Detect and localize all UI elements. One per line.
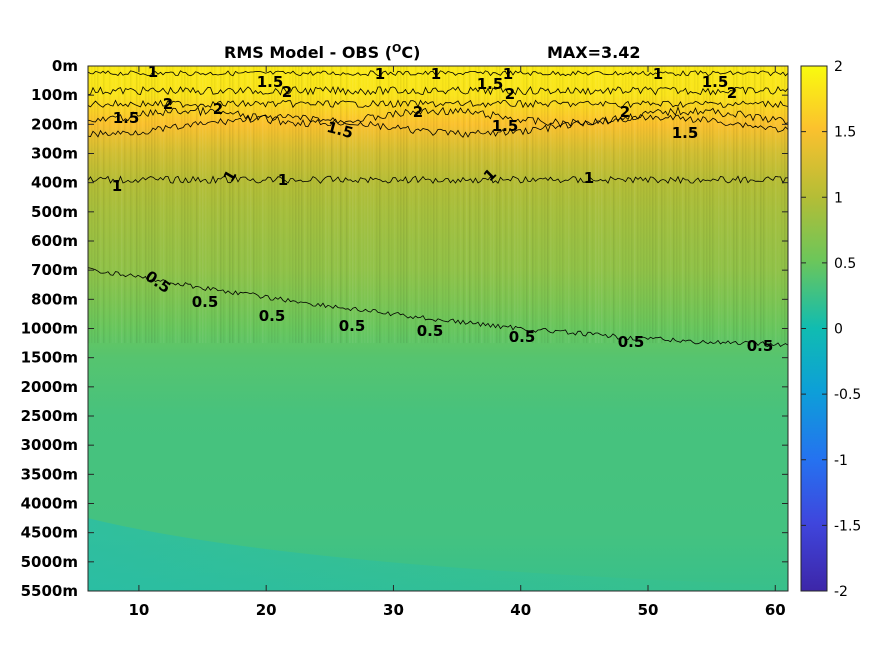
contour-label: 0.5 xyxy=(192,293,219,311)
colorbar-tick-label: 1 xyxy=(834,190,843,206)
contour-line-2-lower xyxy=(88,106,788,128)
contour-label: 1.5 xyxy=(477,75,504,93)
contour-label: 2 xyxy=(505,85,515,103)
y-tick-label: 3500m xyxy=(21,465,78,483)
y-tick-label: 3000m xyxy=(21,436,78,454)
colorbar-tick-label: 0 xyxy=(834,322,843,338)
contour-label: 0.5 xyxy=(259,307,286,325)
y-tick-label: 700m xyxy=(31,261,78,279)
y-tick-label: 600m xyxy=(31,232,78,250)
y-tick-label: 100m xyxy=(31,86,78,104)
colorbar-tick-label: 0.5 xyxy=(834,256,856,272)
contour-line-1.5-upper xyxy=(88,85,788,96)
y-tick-label: 400m xyxy=(31,174,78,192)
chart-title: RMS Model - OBS (OC) xyxy=(224,42,420,62)
y-tick-label: 500m xyxy=(31,203,78,221)
contour-label: 1 xyxy=(278,171,288,189)
heatmap-deep-region xyxy=(88,518,788,591)
contour-label: 1 xyxy=(503,65,513,83)
y-tick-label: 0m xyxy=(52,57,78,75)
contour-label: 1.5 xyxy=(672,124,699,142)
y-tick-label: 2000m xyxy=(21,378,78,396)
contour-line-2-upper xyxy=(88,99,788,109)
y-tick-label: 1000m xyxy=(21,320,78,338)
heatmap-texture xyxy=(88,66,786,344)
colorbar-tick-label: -1.5 xyxy=(834,518,861,534)
contour-label: 0.5 xyxy=(339,317,366,335)
contour-label: 1 xyxy=(375,65,385,83)
contour-label: 1.5 xyxy=(113,109,140,127)
x-tick-label: 40 xyxy=(510,601,531,619)
contour-label: 0.5 xyxy=(509,328,536,346)
max-label: MAX=3.42 xyxy=(547,43,641,62)
contour-line-1-surface xyxy=(88,70,788,77)
contour-label: 1 xyxy=(653,65,663,83)
colorbar-tick-label: -1 xyxy=(834,453,848,469)
contour-label: 1 xyxy=(112,177,122,195)
colorbar-tick-label: -0.5 xyxy=(834,387,861,403)
x-tick-label: 50 xyxy=(638,601,659,619)
contour-label: 1 xyxy=(431,65,441,83)
x-tick-label: 30 xyxy=(383,601,404,619)
x-axis: 10 20 30 40 50 60 xyxy=(128,66,786,619)
colorbar-tick-label: 2 xyxy=(834,59,843,75)
y-tick-label: 2500m xyxy=(21,407,78,425)
contour-label: 1.5 xyxy=(492,117,519,135)
contour-lines xyxy=(88,70,788,347)
colorbar-ticks: 2 1.5 1 0.5 0 -0.5 -1 -1.5 -2 xyxy=(801,59,861,600)
x-tick-label: 60 xyxy=(765,601,786,619)
contour-label: 1 xyxy=(584,169,594,187)
contour-label: 2 xyxy=(163,95,173,113)
contour-label: 2 xyxy=(213,100,223,118)
contour-label: 0.5 xyxy=(417,322,444,340)
y-tick-label: 800m xyxy=(31,290,78,308)
heatmap-field xyxy=(88,66,788,591)
contour-label: 2 xyxy=(282,83,292,101)
contour-label: 0.5 xyxy=(618,333,645,351)
contour-line-1 xyxy=(88,175,788,184)
contour-label: 2 xyxy=(413,103,423,121)
contour-label: 1.5 xyxy=(702,73,729,91)
y-tick-label: 5500m xyxy=(21,582,78,600)
contour-line-0.5 xyxy=(88,267,788,347)
contour-label: 1.5 xyxy=(257,73,284,91)
y-axis: 0m 100m 200m 300m 400m 500m 600m 700m 800m 1000m 1… xyxy=(21,57,788,600)
colorbar-tick-label: -2 xyxy=(834,584,848,600)
contour-label: 0.5 xyxy=(747,337,774,355)
x-tick-label: 10 xyxy=(128,601,149,619)
contour-label: 2 xyxy=(727,84,737,102)
colorbar-tick-label: 1.5 xyxy=(834,125,856,141)
y-tick-label: 4000m xyxy=(21,495,78,513)
y-tick-label: 4500m xyxy=(21,524,78,542)
y-tick-label: 200m xyxy=(31,115,78,133)
y-tick-label: 5000m xyxy=(21,553,78,571)
contour-label: 2 xyxy=(620,103,630,121)
contour-line-1.5-lower xyxy=(88,113,788,138)
x-tick-label: 20 xyxy=(256,601,277,619)
colorbar: 2 1.5 1 0.5 0 -0.5 -1 -1.5 -2 xyxy=(800,59,861,600)
contour-label: 1 xyxy=(148,63,158,81)
y-tick-label: 300m xyxy=(31,145,78,163)
y-tick-label: 1500m xyxy=(21,349,78,367)
